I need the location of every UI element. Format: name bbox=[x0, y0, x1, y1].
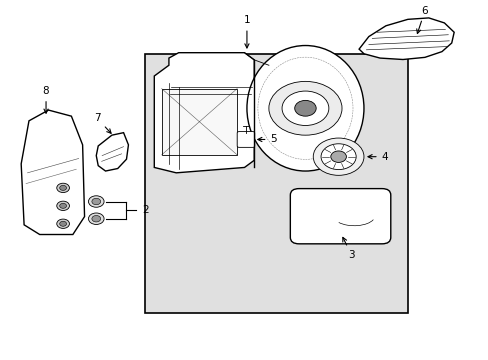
Circle shape bbox=[57, 183, 69, 193]
Circle shape bbox=[92, 198, 101, 205]
Polygon shape bbox=[358, 18, 453, 59]
Text: 6: 6 bbox=[416, 6, 427, 33]
Text: 8: 8 bbox=[42, 86, 49, 113]
Polygon shape bbox=[96, 133, 128, 171]
Ellipse shape bbox=[246, 45, 363, 171]
Polygon shape bbox=[21, 110, 84, 234]
Polygon shape bbox=[154, 53, 254, 173]
Circle shape bbox=[57, 219, 69, 228]
Bar bbox=[161, 89, 237, 155]
FancyBboxPatch shape bbox=[237, 132, 254, 147]
Bar bbox=[144, 54, 407, 313]
Text: 7: 7 bbox=[94, 113, 111, 133]
Text: 1: 1 bbox=[243, 15, 250, 48]
Circle shape bbox=[268, 81, 341, 135]
Circle shape bbox=[294, 100, 316, 116]
Circle shape bbox=[57, 201, 69, 211]
Circle shape bbox=[313, 138, 363, 175]
FancyBboxPatch shape bbox=[290, 189, 390, 244]
Circle shape bbox=[282, 91, 328, 126]
Text: 3: 3 bbox=[342, 237, 354, 260]
Circle shape bbox=[60, 203, 66, 208]
Circle shape bbox=[321, 144, 355, 170]
Circle shape bbox=[88, 196, 104, 207]
Text: 4: 4 bbox=[367, 152, 387, 162]
Circle shape bbox=[60, 185, 66, 190]
Circle shape bbox=[330, 151, 346, 162]
Circle shape bbox=[92, 216, 101, 222]
Text: 2: 2 bbox=[142, 205, 148, 215]
Circle shape bbox=[88, 213, 104, 225]
Text: 5: 5 bbox=[257, 135, 277, 144]
Circle shape bbox=[60, 221, 66, 226]
